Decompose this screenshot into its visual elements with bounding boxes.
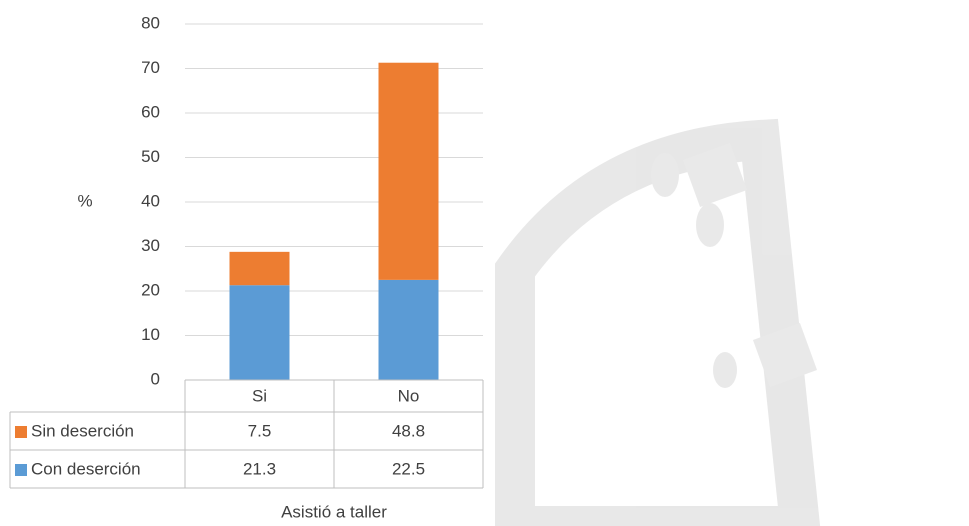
x-tick-label: Si — [252, 386, 267, 405]
legend-label: Sin deserción — [31, 421, 134, 440]
bar-segment — [229, 285, 290, 380]
x-axis-label: Asistió a taller — [281, 502, 387, 521]
y-tick-label: 80 — [141, 13, 160, 32]
y-tick-label: 40 — [141, 191, 160, 210]
x-tick-label: No — [398, 386, 420, 405]
y-tick-label: 70 — [141, 58, 160, 77]
watermark — [495, 118, 821, 526]
legend-label: Con deserción — [31, 459, 141, 478]
table-value: 22.5 — [392, 459, 425, 478]
bar-segment — [378, 279, 439, 380]
legend-key — [15, 464, 27, 476]
y-tick-label: 60 — [141, 102, 160, 121]
y-tick-label: 50 — [141, 147, 160, 166]
table-value: 7.5 — [248, 421, 272, 440]
legend-key — [15, 426, 27, 438]
table-value: 21.3 — [243, 459, 276, 478]
table-value: 48.8 — [392, 421, 425, 440]
y-tick-label: 10 — [141, 325, 160, 344]
y-tick-label: 20 — [141, 280, 160, 299]
y-tick-label: 0 — [151, 369, 160, 388]
bar-segment — [229, 251, 290, 286]
y-tick-label: 30 — [141, 236, 160, 255]
y-axis-label: % — [77, 191, 92, 210]
bar-segment — [378, 62, 439, 280]
